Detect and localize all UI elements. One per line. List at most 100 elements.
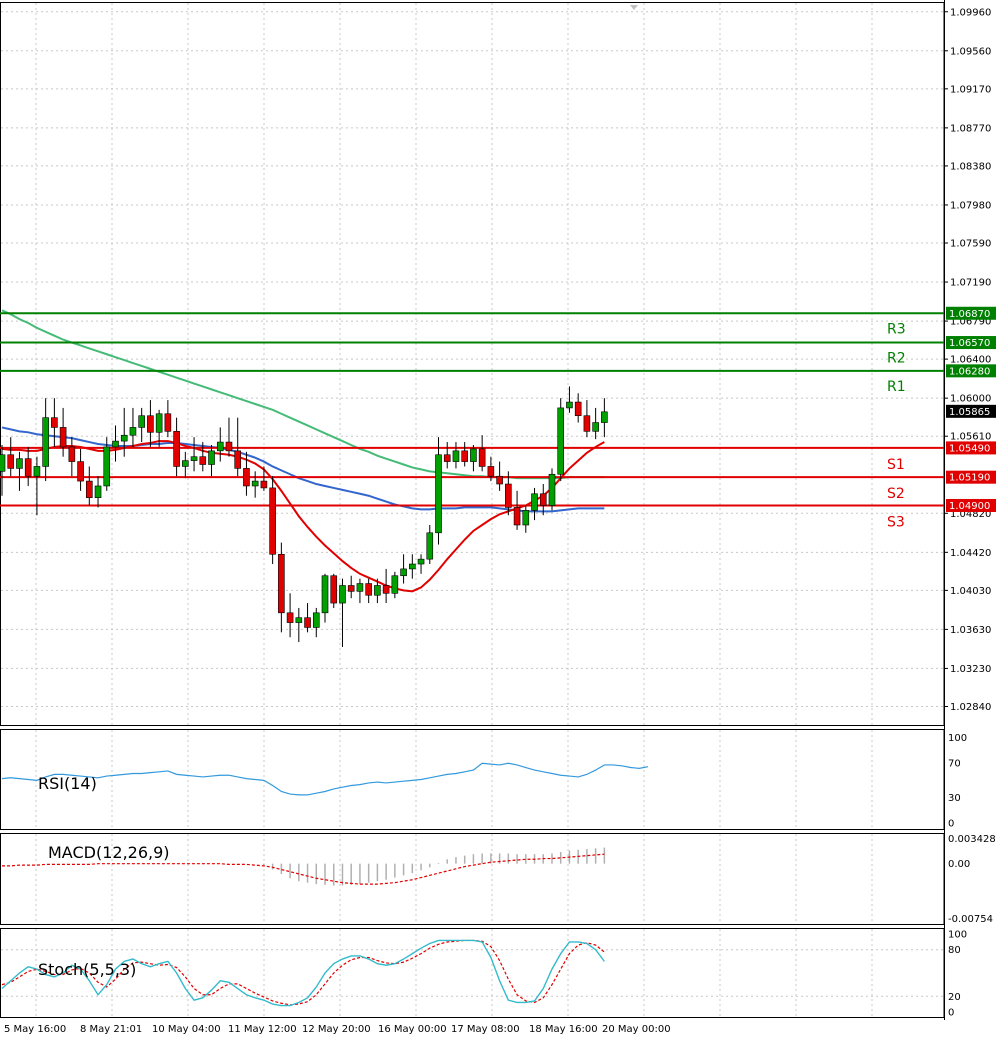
candle-bullish (33, 466, 41, 477)
candle-bullish (374, 585, 381, 596)
time-axis-label: 11 May 12:00 (228, 1024, 297, 1035)
candle-bearish (278, 553, 285, 614)
candle-bullish (548, 473, 556, 506)
price-axis-label: 1.04820 (950, 509, 991, 520)
candle-bearish (443, 454, 451, 462)
candle-bullish (592, 422, 599, 432)
candle-bearish (234, 450, 242, 469)
candle-bearish (487, 466, 495, 477)
candle-bullish (391, 575, 399, 594)
time-axis-label: 18 May 16:00 (529, 1024, 598, 1035)
candle-bullish (601, 411, 608, 423)
time-axis-label: 8 May 21:01 (80, 1024, 142, 1035)
candle-bearish (24, 458, 32, 477)
time-axis-label: 10 May 04:00 (152, 1024, 221, 1035)
rsi-axis-label: 70 (948, 759, 961, 770)
candle-bearish (164, 413, 172, 432)
level-price-tag-text-r3: 1.06870 (949, 309, 990, 320)
rsi-axis-label: 0 (948, 819, 954, 830)
candle-bullish (16, 458, 23, 469)
rsi-panel[interactable]: RSI(14) (1, 762, 649, 796)
price-axis-label: 1.08380 (950, 161, 991, 172)
candle-bearish (583, 415, 591, 432)
candle-bullish (138, 415, 145, 428)
candle-bearish (330, 575, 338, 604)
stoch-axis-label: 0 (948, 1007, 954, 1018)
candle-bearish (286, 612, 294, 623)
level-label-s2: S2 (887, 486, 905, 502)
time-axis-label: 17 May 08:00 (451, 1024, 520, 1035)
rsi-axis-label: 100 (948, 733, 967, 744)
candle-bullish (321, 575, 329, 614)
candle-bullish (208, 450, 215, 465)
level-price-tag-text-r1: 1.06280 (949, 366, 990, 377)
candle-bullish (522, 510, 530, 526)
price-axis-label: 1.03630 (950, 625, 991, 636)
moving-average-fast-line (1, 440, 605, 593)
candle-bearish (496, 475, 503, 485)
level-price-tag-r2 (946, 336, 996, 350)
moving-average-slow-line (1, 426, 605, 513)
axis-layer: 1.09960 1.09560 1.09170 1.08770 1.08380 1.079… (4, 0, 996, 1035)
price-panel[interactable]: R3 R2 R1 S1 S2 S3 (0, 309, 944, 647)
macd-axis-label: 0.003428 (948, 834, 996, 845)
price-axis-label: 1.09960 (950, 7, 991, 18)
price-axis-label: 1.08770 (950, 123, 991, 134)
current-price-tag-text: 1.05865 (949, 407, 990, 418)
candle-bullish (312, 612, 320, 628)
level-label-s1: S1 (887, 457, 905, 473)
level-label-r1: R1 (887, 379, 906, 395)
candle-bullish (557, 407, 565, 475)
candle-bullish (0, 454, 6, 472)
time-axis-label: 16 May 00:00 (378, 1024, 447, 1035)
macd-axis-label: -0.00754 (948, 914, 993, 925)
price-axis-label: 1.03230 (950, 664, 991, 675)
stoch-panel[interactable]: Stoch(5,5,3) (1, 939, 943, 1007)
candle-bullish (129, 427, 137, 436)
candle-bearish (51, 417, 58, 428)
candle-bearish (513, 507, 521, 526)
candle-bearish (7, 454, 15, 469)
candle-bearish (574, 401, 582, 417)
candle-bullish (470, 448, 477, 462)
candle-bearish (478, 448, 486, 467)
candle-bullish (94, 485, 102, 498)
macd-panel[interactable]: MACD(12,26,9) (2, 843, 606, 886)
candle-bullish (426, 532, 434, 560)
price-axis-label: 1.04420 (950, 548, 991, 559)
stoch-axis-label: 100 (948, 930, 967, 941)
price-axis-label: 1.02840 (950, 702, 991, 713)
candle-bearish (86, 480, 93, 498)
candle-bullish (120, 434, 128, 442)
level-price-tag-s2 (946, 470, 996, 484)
candle-bullish (216, 441, 224, 452)
price-axis-label: 1.07980 (950, 200, 991, 211)
rsi-line (1, 762, 649, 796)
level-price-tag-r3 (946, 306, 996, 320)
candle-bullish (42, 417, 49, 467)
level-price-tag-s3 (946, 498, 996, 512)
level-label-r2: R2 (887, 351, 906, 367)
level-price-tag-text-s2: 1.05190 (949, 473, 990, 484)
candle-bullish (182, 460, 189, 467)
candle-bullish (103, 446, 111, 487)
candle-bullish (452, 450, 460, 462)
rsi-label: RSI(14) (38, 774, 97, 793)
stoch-axis-label: 80 (948, 945, 961, 956)
candle-bullish (356, 583, 364, 592)
candle-bearish (539, 493, 547, 506)
level-price-tag-r1 (946, 364, 996, 378)
candle-bullish (409, 563, 416, 570)
candle-bearish (304, 617, 311, 628)
candle-bearish (243, 468, 250, 487)
candle-bearish (365, 583, 372, 596)
candle-bearish (505, 483, 512, 508)
candle-bullish (112, 440, 119, 448)
candle-bearish (382, 585, 390, 594)
candle-bullish (295, 617, 303, 623)
stoch-main-line (1, 939, 605, 1007)
macd-label: MACD(12,26,9) (48, 843, 170, 862)
stoch-signal-line (1, 939, 605, 1006)
